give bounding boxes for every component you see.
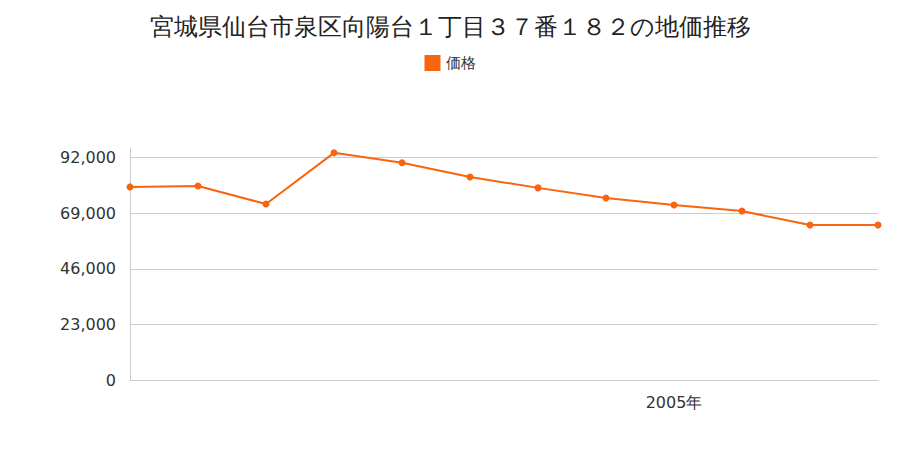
svg-text:2005年: 2005年 [646,393,703,412]
svg-text:92,000: 92,000 [60,148,116,167]
svg-text:23,000: 23,000 [60,315,116,334]
svg-text:69,000: 69,000 [60,204,116,223]
svg-text:宮城県仙台市泉区向陽台１丁目３７番１８２の地価推移: 宮城県仙台市泉区向陽台１丁目３７番１８２の地価推移 [150,13,751,41]
svg-text:46,000: 46,000 [60,259,116,278]
svg-text:価格: 価格 [446,54,476,72]
svg-text:0: 0 [106,371,116,390]
